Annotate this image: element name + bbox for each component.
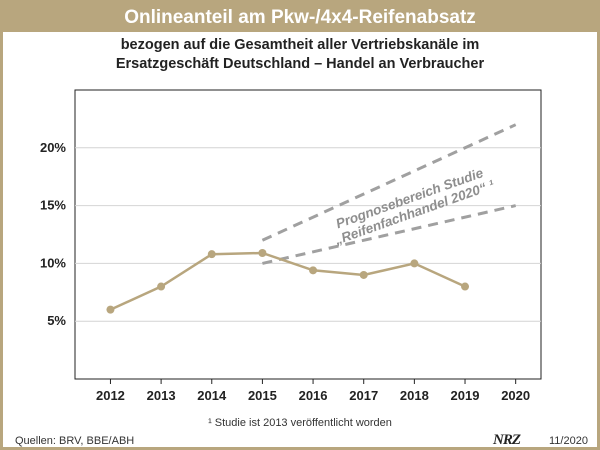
series-online-share: [106, 248, 470, 314]
data-point-2014: [207, 250, 216, 259]
y-tick-label-15: 15%: [40, 198, 66, 213]
data-point-2012: [106, 305, 115, 314]
x-tick-label-2020: 2020: [501, 388, 530, 403]
chart-subtitle-line-1: bezogen auf die Gesamtheit aller Vertrie…: [120, 37, 480, 53]
line-chart: 5% 10% 15% 20% 2012 2013 2014 2015 2016 2017 2018…: [40, 89, 542, 403]
footnote: ¹ Studie ist 2013 veröffentlicht worden: [208, 417, 392, 429]
forecast-upper-line: [261, 123, 517, 242]
x-tick-label-2019: 2019: [451, 388, 480, 403]
x-tick-label-2013: 2013: [147, 388, 176, 403]
data-point-2016: [309, 266, 318, 275]
chart-subtitle: bezogen auf die Gesamtheit aller Vertrie…: [3, 36, 597, 74]
plot-area: [74, 89, 542, 380]
x-tick-label-2018: 2018: [400, 388, 429, 403]
y-tick-label-10: 10%: [40, 255, 66, 270]
publication-date: 11/2020: [549, 435, 588, 447]
x-tick-label-2012: 2012: [96, 388, 125, 403]
y-tick-label-20: 20%: [40, 140, 66, 155]
y-tick-label-5: 5%: [47, 313, 66, 328]
x-axis-ticks: 2012 2013 2014 2015 2016 2017 2018 2019 2020: [96, 379, 530, 403]
data-point-2017: [359, 270, 368, 279]
data-point-2018: [410, 259, 419, 268]
x-tick-label-2016: 2016: [299, 388, 328, 403]
forecast-lower-line: [262, 204, 517, 265]
data-point-2015: [258, 248, 267, 257]
sources: Quellen: BRV, BBE/ABH: [15, 435, 135, 447]
y-axis-ticks: 5% 10% 15% 20%: [40, 140, 66, 328]
series-line: [109, 251, 466, 311]
x-tick-label-2017: 2017: [349, 388, 378, 403]
data-point-2019: [461, 282, 470, 291]
x-tick-label-2014: 2014: [197, 388, 227, 403]
x-tick-label-2015: 2015: [248, 388, 277, 403]
data-point-2013: [157, 282, 166, 291]
chart-subtitle-line-2: Ersatzgeschäft Deutschland – Handel an V…: [115, 56, 485, 72]
chart-title: Onlineanteil am Pkw-/4x4-Reifenabsatz: [3, 3, 597, 32]
nrz-logo: NRZ: [493, 432, 521, 448]
